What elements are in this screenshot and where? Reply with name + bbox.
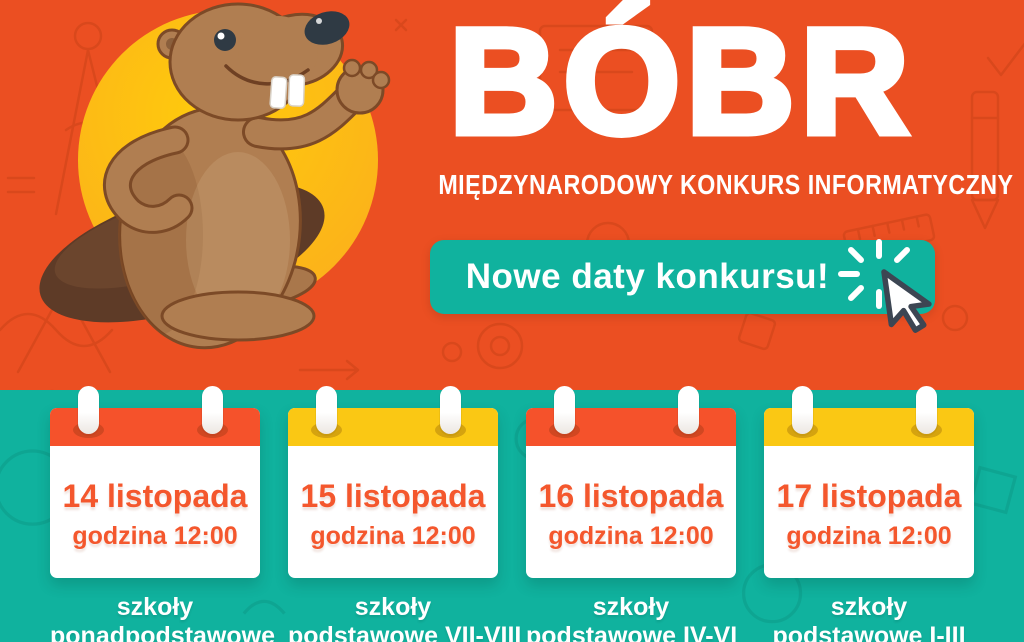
calendar-peg-icon xyxy=(554,386,575,434)
new-dates-button[interactable]: Nowe daty konkursu! xyxy=(430,239,935,333)
school-group-label: szkoły podstawowe I-III xyxy=(772,593,966,642)
school-group-label: szkoły podstawowe VII-VIII xyxy=(288,593,522,642)
contest-date: 14 listopada xyxy=(62,477,248,514)
hero-text-column: BÓBR MIĘDZYNARODOWY KONKURS INFORMATYCZN… xyxy=(420,0,1014,333)
beaver-head xyxy=(156,2,350,122)
calendar-card: 17 listopada godzina 12:00 xyxy=(764,386,974,578)
calendar-body: 17 listopada godzina 12:00 xyxy=(764,446,974,578)
schedule-section: 14 listopada godzina 12:00 szkoły ponadp… xyxy=(0,386,1024,642)
calendar-card: 16 listopada godzina 12:00 xyxy=(526,386,736,578)
schedule-card-16-listopada: 16 listopada godzina 12:00 szkoły podsta… xyxy=(526,386,738,642)
click-cursor-icon xyxy=(838,239,932,333)
calendar-body: 16 listopada godzina 12:00 xyxy=(526,446,736,578)
beaver-right-arm xyxy=(242,58,391,151)
hero-section: BÓBR MIĘDZYNARODOWY KONKURS INFORMATYCZN… xyxy=(0,0,1024,390)
beaver-mascot-illustration xyxy=(39,2,391,350)
new-dates-button-label: Nowe daty konkursu! xyxy=(465,257,830,296)
beaver-body xyxy=(113,106,316,350)
calendar-body: 14 listopada godzina 12:00 xyxy=(50,446,260,578)
contest-time: godzina 12:00 xyxy=(548,521,714,550)
calendar-card: 14 listopada godzina 12:00 xyxy=(50,386,260,578)
contest-date: 16 listopada xyxy=(538,477,724,514)
calendar-peg-icon xyxy=(316,386,337,434)
school-group-label: szkoły podstawowe IV-VI xyxy=(526,593,738,642)
contest-time: godzina 12:00 xyxy=(310,521,476,550)
schedule-cards: 14 listopada godzina 12:00 szkoły ponadp… xyxy=(50,386,974,642)
page-title: BÓBR xyxy=(446,0,915,165)
contest-date: 15 listopada xyxy=(300,477,486,514)
school-group-label: szkoły ponadpodstawowe xyxy=(50,593,275,642)
schedule-card-17-listopada: 17 listopada godzina 12:00 szkoły podsta… xyxy=(764,386,974,642)
calendar-peg-icon xyxy=(78,386,99,434)
calendar-card: 15 listopada godzina 12:00 xyxy=(288,386,498,578)
contest-time: godzina 12:00 xyxy=(72,521,238,550)
beaver-eye xyxy=(214,29,236,51)
calendar-peg-icon xyxy=(792,386,813,434)
calendar-body: 15 listopada godzina 12:00 xyxy=(288,446,498,578)
schedule-card-15-listopada: 15 listopada godzina 12:00 szkoły podsta… xyxy=(288,386,522,642)
beaver-left-arm xyxy=(102,125,194,234)
contest-date: 17 listopada xyxy=(776,477,962,514)
calendar-peg-icon xyxy=(202,386,223,434)
beaver-teeth xyxy=(269,74,306,109)
beaver-mascot xyxy=(0,0,430,372)
schedule-card-14-listopada: 14 listopada godzina 12:00 szkoły ponadp… xyxy=(50,386,275,642)
calendar-peg-icon xyxy=(916,386,937,434)
calendar-peg-icon xyxy=(678,386,699,434)
beaver-nose xyxy=(304,11,350,45)
contest-time: godzina 12:00 xyxy=(786,521,952,550)
calendar-peg-icon xyxy=(440,386,461,434)
subtitle: MIĘDZYNARODOWY KONKURS INFORMATYCZNY xyxy=(438,169,1014,201)
